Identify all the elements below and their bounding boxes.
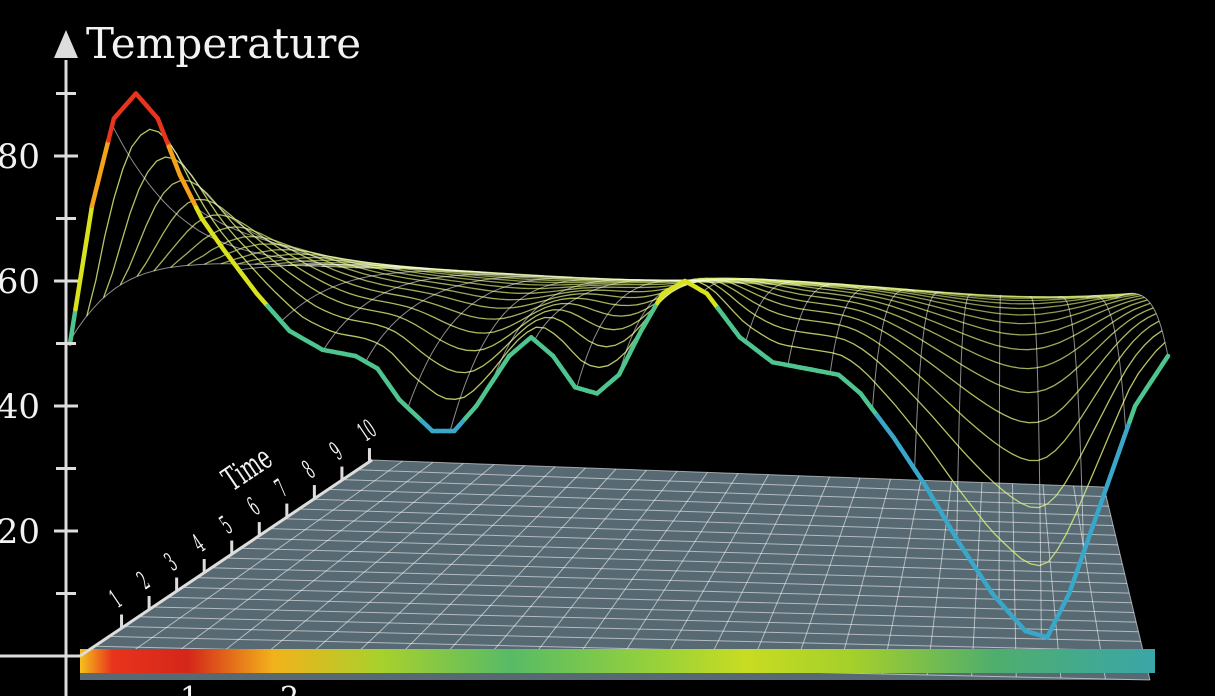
curve-segment xyxy=(1072,559,1083,581)
curve-segment xyxy=(67,306,78,346)
time-tick-label: 2 xyxy=(131,566,155,596)
curve-segment xyxy=(73,272,84,312)
mesh-line xyxy=(534,279,687,341)
curve-segment xyxy=(106,116,117,143)
time-tick-label: 5 xyxy=(214,510,238,540)
position-tick-label: 1 xyxy=(180,681,199,696)
time-axis xyxy=(79,458,373,658)
time-tick-label: 6 xyxy=(242,492,266,522)
plane-grid-line xyxy=(926,481,952,676)
mesh-line xyxy=(111,125,401,270)
plane-grid-line xyxy=(614,473,739,669)
curve-segment xyxy=(1160,353,1171,367)
curve-segment xyxy=(166,144,177,163)
time-tick-label: 8 xyxy=(297,455,321,485)
mesh-line xyxy=(136,198,1157,424)
curve-segment xyxy=(1127,403,1138,424)
temperature-tick-label: 60 xyxy=(0,262,40,302)
initial-temperature-curve xyxy=(67,91,1171,640)
curve-segment xyxy=(1099,481,1110,503)
plane-grid-line xyxy=(659,474,769,670)
plane-grid-line xyxy=(837,478,891,674)
plane-grid-line xyxy=(1012,483,1017,678)
curve-segment xyxy=(100,138,111,165)
mesh-line xyxy=(1029,296,1042,636)
plane-grid-line xyxy=(882,480,922,675)
mesh-line xyxy=(365,275,573,363)
mesh-line xyxy=(745,280,830,342)
curve-segment xyxy=(89,181,100,209)
plane-grid-line xyxy=(302,465,525,662)
plane-grid-line xyxy=(748,476,830,672)
mesh-line xyxy=(829,286,887,374)
plane-grid-line xyxy=(1042,484,1062,679)
mesh-line xyxy=(322,273,544,351)
mesh-line xyxy=(703,278,801,292)
plane-grid-line xyxy=(1103,486,1151,681)
position-tick-label: 2 xyxy=(280,681,299,696)
plane-grid-line xyxy=(703,475,800,671)
curve-segment xyxy=(1077,544,1088,565)
plane-grid-line xyxy=(436,468,617,665)
temperature-tick-label: 40 xyxy=(0,387,40,427)
curve-segment xyxy=(161,130,172,149)
mesh-line xyxy=(280,270,515,322)
curve-segment xyxy=(1110,450,1121,471)
curve-segment xyxy=(1105,466,1116,487)
plane-grid-line xyxy=(525,470,678,667)
curve-segment xyxy=(1083,528,1094,549)
temperature-axis-label: Temperature xyxy=(86,19,361,68)
mesh-line xyxy=(1057,296,1084,553)
curve-segment xyxy=(78,238,89,278)
curve-segment xyxy=(95,160,106,187)
curve-segment xyxy=(155,116,166,135)
plane-grid-line xyxy=(258,464,495,661)
heat-color-strip xyxy=(80,649,1155,673)
mesh-line xyxy=(871,288,916,410)
time-tick-label: 9 xyxy=(324,436,348,466)
time-tick-label: 7 xyxy=(269,473,293,503)
mesh-line xyxy=(956,293,973,540)
mesh-line xyxy=(407,277,601,408)
curve-segment xyxy=(1066,575,1077,596)
position-ticks: 12 xyxy=(180,681,299,696)
plane-grid-line xyxy=(971,482,983,677)
temperature-axis-arrow xyxy=(54,30,78,58)
mesh-line xyxy=(238,264,487,273)
curve-segment xyxy=(84,203,95,243)
time-tick-label: 10 xyxy=(352,413,382,447)
curve-segment xyxy=(1116,435,1127,456)
temperature-tick-label: 20 xyxy=(0,512,40,552)
temperature-tick-label: 80 xyxy=(0,137,40,177)
mesh-line xyxy=(998,294,1002,602)
mesh-line xyxy=(1086,295,1127,433)
plane-grid-line xyxy=(347,466,556,663)
time-tick-label: 3 xyxy=(159,547,183,577)
mesh-line xyxy=(1114,292,1169,357)
mesh-line xyxy=(449,278,630,432)
plane-grid-line xyxy=(391,467,586,664)
curve-segment xyxy=(1121,419,1132,440)
plane-grid-line xyxy=(213,462,464,660)
plane-grid-line xyxy=(792,477,861,673)
curve-segment xyxy=(1088,513,1099,534)
plane-grid-line xyxy=(124,460,403,658)
curve-segment xyxy=(172,158,183,178)
time-axis-label: Time xyxy=(216,439,279,498)
mesh-line xyxy=(69,263,373,342)
mesh-line xyxy=(787,283,858,366)
time-tick-label: 4 xyxy=(187,529,211,559)
time-tick-label: 1 xyxy=(104,584,128,614)
plane-grid-line xyxy=(168,461,434,659)
mesh-line xyxy=(618,279,744,375)
mesh-line xyxy=(491,279,658,382)
curve-segment xyxy=(1094,497,1105,518)
mesh-line xyxy=(914,291,944,470)
temperature-ticks: 20 40 60 80 xyxy=(0,92,78,595)
plane-grid-line xyxy=(480,469,647,666)
plane-grid-line xyxy=(570,472,708,668)
plane-grid-line xyxy=(1073,485,1106,680)
